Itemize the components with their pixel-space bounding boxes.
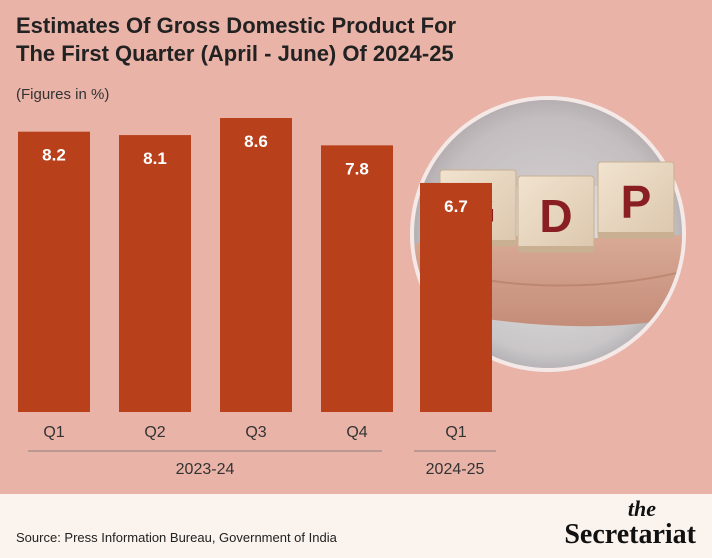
bar-3 (220, 118, 292, 412)
source-note: Source: Press Information Bureau, Govern… (16, 530, 337, 545)
bar-2 (119, 135, 191, 412)
bar-value-label-3: 8.6 (244, 132, 268, 151)
x-tick-label-4: Q4 (346, 424, 367, 441)
bar-1 (18, 131, 90, 412)
x-tick-label-3: Q3 (245, 424, 266, 441)
x-tick-label-5: Q1 (445, 424, 466, 441)
bar-5 (420, 182, 492, 412)
chart-title-line-2: The First Quarter (April - June) Of 2024… (16, 41, 454, 66)
bar-value-label-2: 8.1 (143, 149, 167, 168)
group-label-2: 2024-25 (426, 461, 485, 478)
bar-value-label-1: 8.2 (42, 146, 66, 165)
x-tick-label-2: Q2 (144, 424, 165, 441)
chart-subtitle: (Figures in %) (16, 86, 110, 103)
bar-value-label-4: 7.8 (345, 159, 369, 178)
chart-title: Estimates Of Gross Domestic Product For … (16, 12, 576, 68)
letter-block-p: P (597, 161, 675, 239)
footer: Source: Press Information Bureau, Govern… (0, 494, 712, 558)
logo-the: the (627, 496, 656, 521)
bar-value-label-5: 6.7 (444, 197, 468, 216)
svg-text:P: P (621, 176, 652, 228)
letter-block-d: D (517, 175, 595, 253)
chart-title-line-1: Estimates Of Gross Domestic Product For (16, 13, 457, 38)
x-tick-label-1: Q1 (43, 424, 64, 441)
svg-text:D: D (539, 190, 572, 242)
publisher-logo: the Secretariat (516, 498, 696, 550)
bar-4 (321, 145, 393, 413)
logo-name: Secretariat (564, 519, 696, 550)
group-label-1: 2023-24 (176, 461, 235, 478)
